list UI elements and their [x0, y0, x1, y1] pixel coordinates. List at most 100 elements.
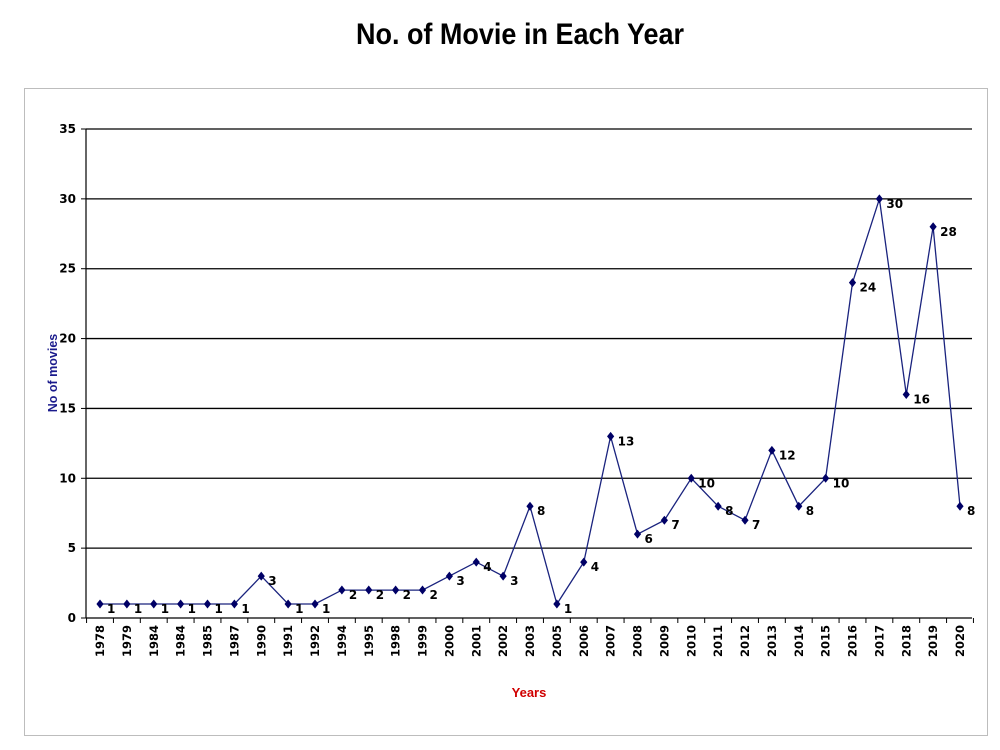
data-point — [311, 599, 319, 609]
data-label: 16 — [913, 392, 930, 406]
data-point — [902, 389, 910, 399]
data-point — [553, 599, 561, 609]
x-tick-label: 2001 — [469, 625, 483, 657]
data-label: 7 — [752, 518, 760, 532]
data-point — [257, 571, 265, 581]
data-point — [875, 194, 883, 204]
data-label: 8 — [537, 504, 545, 518]
x-tick-label: 2012 — [738, 625, 752, 657]
data-label: 13 — [618, 434, 635, 448]
y-tick-label: 10 — [59, 471, 76, 485]
data-label: 8 — [967, 504, 975, 518]
x-tick-label: 2000 — [442, 625, 456, 657]
data-point — [284, 599, 292, 609]
y-tick-label: 30 — [59, 192, 76, 206]
data-point — [687, 473, 695, 483]
data-label: 1 — [322, 602, 330, 616]
series-line — [100, 198, 961, 606]
data-label: 2 — [376, 588, 384, 602]
x-tick-label: 2003 — [523, 625, 537, 657]
x-tick-label: 2020 — [953, 625, 967, 657]
x-tick-label: 2002 — [496, 625, 510, 657]
data-label: 8 — [806, 504, 814, 518]
x-tick-label: 1994 — [335, 625, 349, 657]
data-point — [338, 585, 346, 595]
x-tick-label: 2005 — [550, 625, 564, 657]
x-tick-label: 2014 — [792, 625, 806, 657]
data-label: 10 — [698, 476, 715, 490]
x-tick-label: 2019 — [926, 625, 940, 657]
data-point — [956, 501, 964, 511]
x-tick-label: 2016 — [846, 625, 860, 657]
data-label: 28 — [940, 225, 957, 239]
data-label: 10 — [833, 476, 850, 490]
x-tick-label: 1987 — [227, 625, 241, 657]
x-tick-label: 1984 — [174, 625, 188, 657]
data-point — [929, 222, 937, 232]
x-tick-label: 2017 — [872, 625, 886, 657]
data-point — [150, 599, 158, 609]
chart-title: No. of Movie in Each Year — [355, 18, 685, 51]
x-tick-label: 2013 — [765, 625, 779, 657]
data-point — [392, 585, 400, 595]
x-axis-title: Years — [512, 685, 547, 700]
x-tick-label: 1995 — [362, 625, 376, 657]
data-label: 1 — [295, 602, 303, 616]
y-tick-label: 0 — [68, 611, 76, 625]
data-point — [203, 599, 212, 609]
x-tick-label: 1990 — [254, 625, 268, 657]
data-label: 1 — [241, 602, 249, 616]
data-point — [660, 515, 668, 525]
data-point — [795, 501, 803, 511]
data-label: 1 — [188, 602, 196, 616]
x-tick-label: 1999 — [416, 625, 430, 657]
plot-frame — [24, 88, 988, 736]
y-tick-label: 20 — [59, 332, 76, 346]
y-axis-title: No of movies — [46, 334, 60, 413]
data-point — [768, 445, 776, 455]
x-tick-label: 1991 — [281, 625, 295, 657]
data-label: 1 — [564, 602, 572, 616]
data-label: 3 — [268, 574, 276, 588]
data-point — [230, 599, 238, 609]
x-tick-label: 1984 — [147, 625, 161, 657]
data-label: 12 — [779, 448, 796, 462]
data-point — [580, 557, 588, 567]
data-label: 30 — [886, 197, 903, 211]
x-tick-label: 2010 — [684, 625, 698, 657]
x-tick-label: 2009 — [657, 625, 671, 657]
y-tick-label: 15 — [59, 401, 76, 415]
x-tick-label: 1998 — [389, 625, 403, 657]
data-label: 1 — [161, 602, 169, 616]
x-tick-label: 2011 — [711, 625, 725, 657]
data-label: 4 — [483, 560, 491, 574]
data-label: 3 — [456, 574, 464, 588]
x-tick-label: 1979 — [120, 625, 134, 657]
data-point — [445, 571, 453, 581]
x-tick-label: 2007 — [604, 625, 618, 657]
data-point — [714, 501, 722, 511]
data-label: 7 — [671, 518, 679, 532]
data-point — [123, 599, 131, 609]
data-point — [822, 473, 830, 483]
data-point — [418, 585, 427, 595]
data-point — [741, 515, 749, 525]
data-point — [499, 571, 507, 581]
data-label: 24 — [860, 281, 877, 295]
x-tick-label: 2015 — [819, 625, 833, 657]
x-tick-label: 1978 — [93, 625, 107, 657]
data-label: 8 — [725, 504, 733, 518]
y-tick-label: 25 — [59, 262, 76, 276]
data-point — [848, 278, 857, 288]
data-label: 1 — [215, 602, 223, 616]
data-point — [472, 557, 480, 567]
data-label: 1 — [107, 602, 115, 616]
data-point — [365, 585, 373, 595]
x-tick-label: 2006 — [577, 625, 591, 657]
x-tick-label: 2018 — [899, 625, 913, 657]
x-tick-label: 1992 — [308, 625, 322, 657]
data-label: 2 — [349, 588, 357, 602]
x-tick-label: 1985 — [201, 625, 215, 657]
data-point — [607, 431, 615, 441]
data-point — [633, 529, 642, 539]
